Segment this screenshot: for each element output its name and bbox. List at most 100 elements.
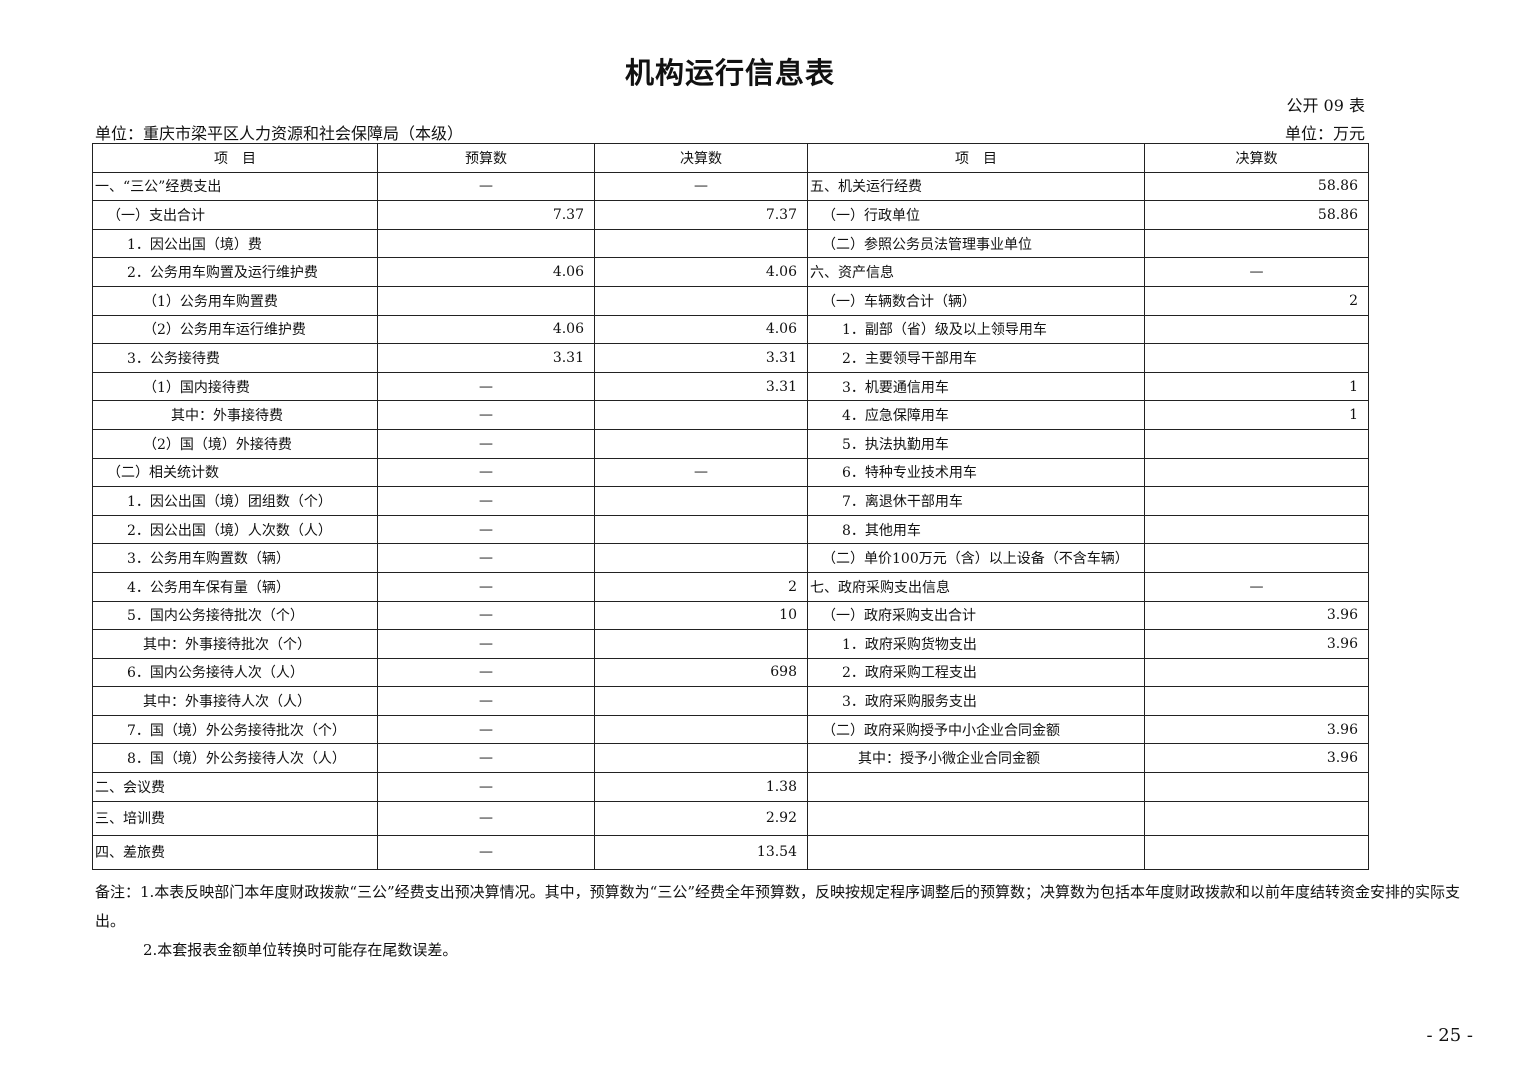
header-row: 项 目 预算数 决算数 项 目 决算数 [92,143,1369,173]
table-row: 6．国内公务接待人次（人） —698 2．政府采购工程支出 [92,657,1369,688]
item-cell: 4．公务用车保有量（辆） [92,571,378,602]
item-right-cell: 七、政府采购支出信息 [807,571,1145,602]
item-right-cell: 2．主要领导干部用车 [807,343,1145,373]
budget-cell: — [377,714,595,745]
item-cell: 三、培训费 [92,800,378,836]
final-cell [594,714,808,745]
budget-cell: — [377,571,595,602]
item-cell: 其中：外事接待人次（人） [92,686,378,716]
item-cell: 四、差旅费 [92,834,378,870]
table-row: 二、会议费 —1.38 [92,772,1369,802]
item-right-cell: 3．政府采购服务支出 [807,686,1145,716]
table-row: 5．国内公务接待批次（个） —10 （一）政府采购支出合计 3.96 [92,600,1369,631]
budget-cell: — [377,400,595,430]
item-cell: 2．因公出国（境）人次数（人） [92,514,378,545]
final-right-cell: — [1144,257,1369,287]
item-right-cell [807,800,1145,836]
final-right-cell: — [1144,571,1369,602]
final-cell [594,228,808,259]
item-right-cell: 五、机关运行经费 [807,171,1145,202]
table-row: （2）公务用车运行维护费 4.06 4.06 1．副部（省）级及以上领导用车 [92,314,1369,345]
note-1: 备注：1.本表反映部门本年度财政拨款“三公”经费支出预决算情况。其中，预算数为“… [95,883,1460,930]
final-right-cell: 3.96 [1144,629,1369,659]
table-row: （1）公务用车购置费 （一）车辆数合计（辆） 2 [92,285,1369,316]
final-right-cell: 58.86 [1144,200,1369,230]
final-right-cell: 3.96 [1144,714,1369,745]
item-cell: 3．公务接待费 [92,343,378,373]
item-cell: （二）相关统计数 [92,457,378,488]
final-right-cell: 2 [1144,285,1369,316]
item-cell: 5．国内公务接待批次（个） [92,600,378,631]
item-right-cell: （二）单价100万元（含）以上设备（不含车辆） [807,543,1145,573]
header-final-right: 决算数 [1144,143,1369,173]
table-row: （2）国（境）外接待费 — 5．执法执勤用车 [92,428,1369,459]
final-right-cell [1144,486,1369,516]
budget-cell: — [377,686,595,716]
reporting-unit: 单位：重庆市梁平区人力资源和社会保障局（本级） [95,124,464,143]
final-cell: 4.06 [594,257,808,287]
item-right-cell: 6．特种专业技术用车 [807,457,1145,488]
table-row: 8．国（境）外公务接待人次（人） — 其中：授予小微企业合同金额 3.96 [92,743,1369,774]
item-cell: 其中：外事接待批次（个） [92,629,378,659]
budget-cell: — [377,457,595,488]
header-final: 决算数 [594,143,808,173]
final-right-cell [1144,514,1369,545]
final-cell: 4.06 [594,314,808,345]
final-cell [594,285,808,316]
budget-cell: — [377,657,595,688]
table-row: 1．因公出国（境）团组数（个） — 7．离退休干部用车 [92,486,1369,516]
final-cell: — [594,171,808,202]
final-cell: 10 [594,600,808,631]
item-cell: （2）公务用车运行维护费 [92,314,378,345]
budget-cell [377,285,595,316]
item-right-cell: （一）政府采购支出合计 [807,600,1145,631]
item-cell: （一）支出合计 [92,200,378,230]
table-row: （1）国内接待费 —3.31 3．机要通信用车 1 [92,371,1369,402]
final-right-cell: 3.96 [1144,743,1369,774]
item-cell: 2．公务用车购置及运行维护费 [92,257,378,287]
table-row: 一、“三公”经费支出 — — 五、机关运行经费 58.86 [92,171,1369,202]
budget-cell: — [377,371,595,402]
final-cell: — [594,457,808,488]
final-cell [594,486,808,516]
final-cell [594,400,808,430]
budget-cell: — [377,486,595,516]
final-right-cell: 58.86 [1144,171,1369,202]
item-cell: 3．公务用车购置数（辆） [92,543,378,573]
table-row: 2．公务用车购置及运行维护费 4.06 4.06 六、资产信息 — [92,257,1369,287]
budget-cell [377,228,595,259]
table-row: 四、差旅费 —13.54 [92,834,1369,870]
info-table: 项 目 预算数 决算数 项 目 决算数 一、“三公”经费支出 — — 五、机关运行经费… [92,143,1369,870]
table-row: 3．公务接待费 3.31 3.31 2．主要领导干部用车 [92,343,1369,373]
table-row: 2．因公出国（境）人次数（人） — 8．其他用车 [92,514,1369,545]
item-right-cell: （二）参照公务员法管理事业单位 [807,228,1145,259]
form-number: 公开 09 表 [1286,96,1365,115]
final-right-cell [1144,800,1369,836]
item-cell: 6．国内公务接待人次（人） [92,657,378,688]
budget-cell: — [377,629,595,659]
item-right-cell: 1．副部（省）级及以上领导用车 [807,314,1145,345]
item-right-cell: 1．政府采购货物支出 [807,629,1145,659]
table-row: （二）相关统计数 — —6．特种专业技术用车 [92,457,1369,488]
budget-cell: 7.37 [377,200,595,230]
item-right-cell: （二）政府采购授予中小企业合同金额 [807,714,1145,745]
item-right-cell: （一）车辆数合计（辆） [807,285,1145,316]
budget-cell: — [377,800,595,836]
item-cell: （1）国内接待费 [92,371,378,402]
table-row: 3．公务用车购置数（辆） — （二）单价100万元（含）以上设备（不含车辆） [92,543,1369,573]
table-row: 其中：外事接待批次（个） — 1．政府采购货物支出 3.96 [92,629,1369,659]
final-right-cell: 3.96 [1144,600,1369,631]
budget-cell: 4.06 [377,314,595,345]
table-row: 1．因公出国（境）费 （二）参照公务员法管理事业单位 [92,228,1369,259]
final-right-cell [1144,428,1369,459]
item-right-cell: 2．政府采购工程支出 [807,657,1145,688]
item-cell: （1）公务用车购置费 [92,285,378,316]
note-2: 2.本套报表金额单位转换时可能存在尾数误差。 [143,941,458,959]
final-right-cell [1144,686,1369,716]
notes: 备注：1.本表反映部门本年度财政拨款“三公”经费支出预决算情况。其中，预算数为“… [95,878,1485,965]
item-right-cell: 5．执法执勤用车 [807,428,1145,459]
final-right-cell [1144,657,1369,688]
item-cell: 7．国（境）外公务接待批次（个） [92,714,378,745]
final-cell: 1.38 [594,772,808,802]
